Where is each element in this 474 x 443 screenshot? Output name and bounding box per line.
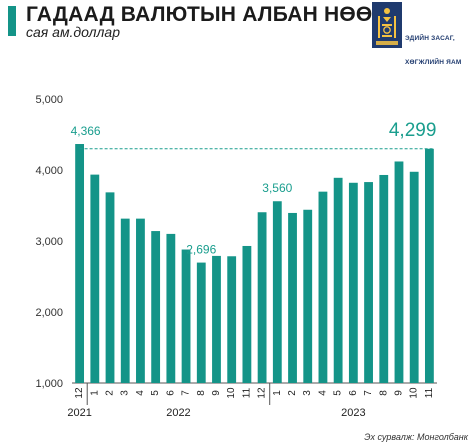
bar — [348, 182, 358, 383]
ministry-logo: ЭДИЙН ЗАСАГ, ХӨГЖЛИЙН ЯАМ — [372, 2, 468, 66]
x-tick-label: 3 — [120, 390, 131, 396]
bar — [105, 192, 115, 383]
x-tick-label: 10 — [409, 387, 420, 399]
x-tick-label: 2 — [105, 390, 116, 396]
bar — [151, 231, 161, 383]
bar — [303, 209, 313, 383]
year-label: 2022 — [166, 407, 190, 419]
bar — [136, 218, 145, 383]
x-tick-label: 7 — [181, 390, 192, 396]
bar — [242, 245, 252, 383]
bar — [272, 201, 282, 383]
title-accent-bar — [8, 6, 16, 36]
x-tick-label: 11 — [241, 387, 252, 398]
year-label: 2023 — [341, 407, 365, 419]
x-tick-label: 11 — [424, 387, 435, 398]
bar — [379, 174, 389, 383]
y-tick-label: 2,000 — [35, 307, 63, 319]
bar — [120, 218, 130, 383]
ministry-name-line1: ЭДИЙН ЗАСАГ, — [405, 35, 455, 42]
bar — [90, 174, 100, 383]
x-tick-label: 8 — [378, 390, 389, 396]
chart-title: ГАДААД ВАЛЮТЫН АЛБАН НӨӨЦ — [26, 3, 388, 26]
ministry-name: ЭДИЙН ЗАСАГ, ХӨГЖЛИЙН ЯАМ — [405, 19, 462, 83]
bar — [212, 255, 221, 383]
y-tick-label: 3,000 — [35, 236, 63, 248]
x-tick-label: 4 — [135, 390, 146, 396]
x-tick-label: 1 — [89, 390, 100, 396]
bar — [196, 262, 206, 383]
bar — [75, 144, 85, 383]
x-tick-label: 10 — [226, 387, 237, 399]
data-label: 4,299 — [389, 120, 437, 141]
ministry-name-line2: ХӨГЖЛИЙН ЯАМ — [405, 59, 462, 66]
x-tick-label: 12 — [74, 387, 85, 399]
bar — [364, 182, 373, 383]
bar — [424, 148, 434, 383]
x-tick-label: 6 — [165, 390, 176, 396]
chart-subtitle: сая ам.доллар — [26, 24, 121, 40]
x-tick-label: 9 — [211, 390, 222, 396]
x-tick-label: 8 — [196, 390, 207, 396]
data-label: 2,696 — [186, 243, 216, 257]
x-tick-label: 5 — [333, 390, 344, 396]
y-tick-label: 4,000 — [35, 165, 63, 177]
x-tick-label: 2 — [287, 390, 298, 396]
x-tick-label: 5 — [150, 390, 161, 396]
bar — [166, 233, 176, 383]
year-label: 2021 — [67, 407, 91, 419]
bar — [288, 212, 297, 383]
data-label: 3,560 — [262, 181, 292, 195]
bar — [227, 256, 237, 383]
x-tick-label: 6 — [348, 390, 359, 396]
bar — [333, 177, 343, 383]
x-tick-label: 12 — [257, 387, 268, 399]
y-tick-label: 1,000 — [35, 378, 63, 390]
x-tick-label: 1 — [272, 390, 283, 396]
x-tick-label: 3 — [302, 390, 313, 396]
x-tick-label: 9 — [393, 390, 404, 396]
soyombo-emblem-icon — [372, 2, 402, 48]
y-tick-label: 5,000 — [35, 94, 63, 106]
bar — [257, 212, 267, 383]
bar — [318, 191, 328, 383]
x-tick-label: 4 — [317, 390, 328, 396]
bar — [181, 249, 191, 383]
source-note: Эх сурвалж: Монголбанк — [364, 432, 468, 442]
bar — [409, 171, 419, 383]
bar — [394, 161, 404, 383]
x-tick-label: 7 — [363, 390, 374, 396]
data-label: 4,366 — [71, 124, 101, 138]
